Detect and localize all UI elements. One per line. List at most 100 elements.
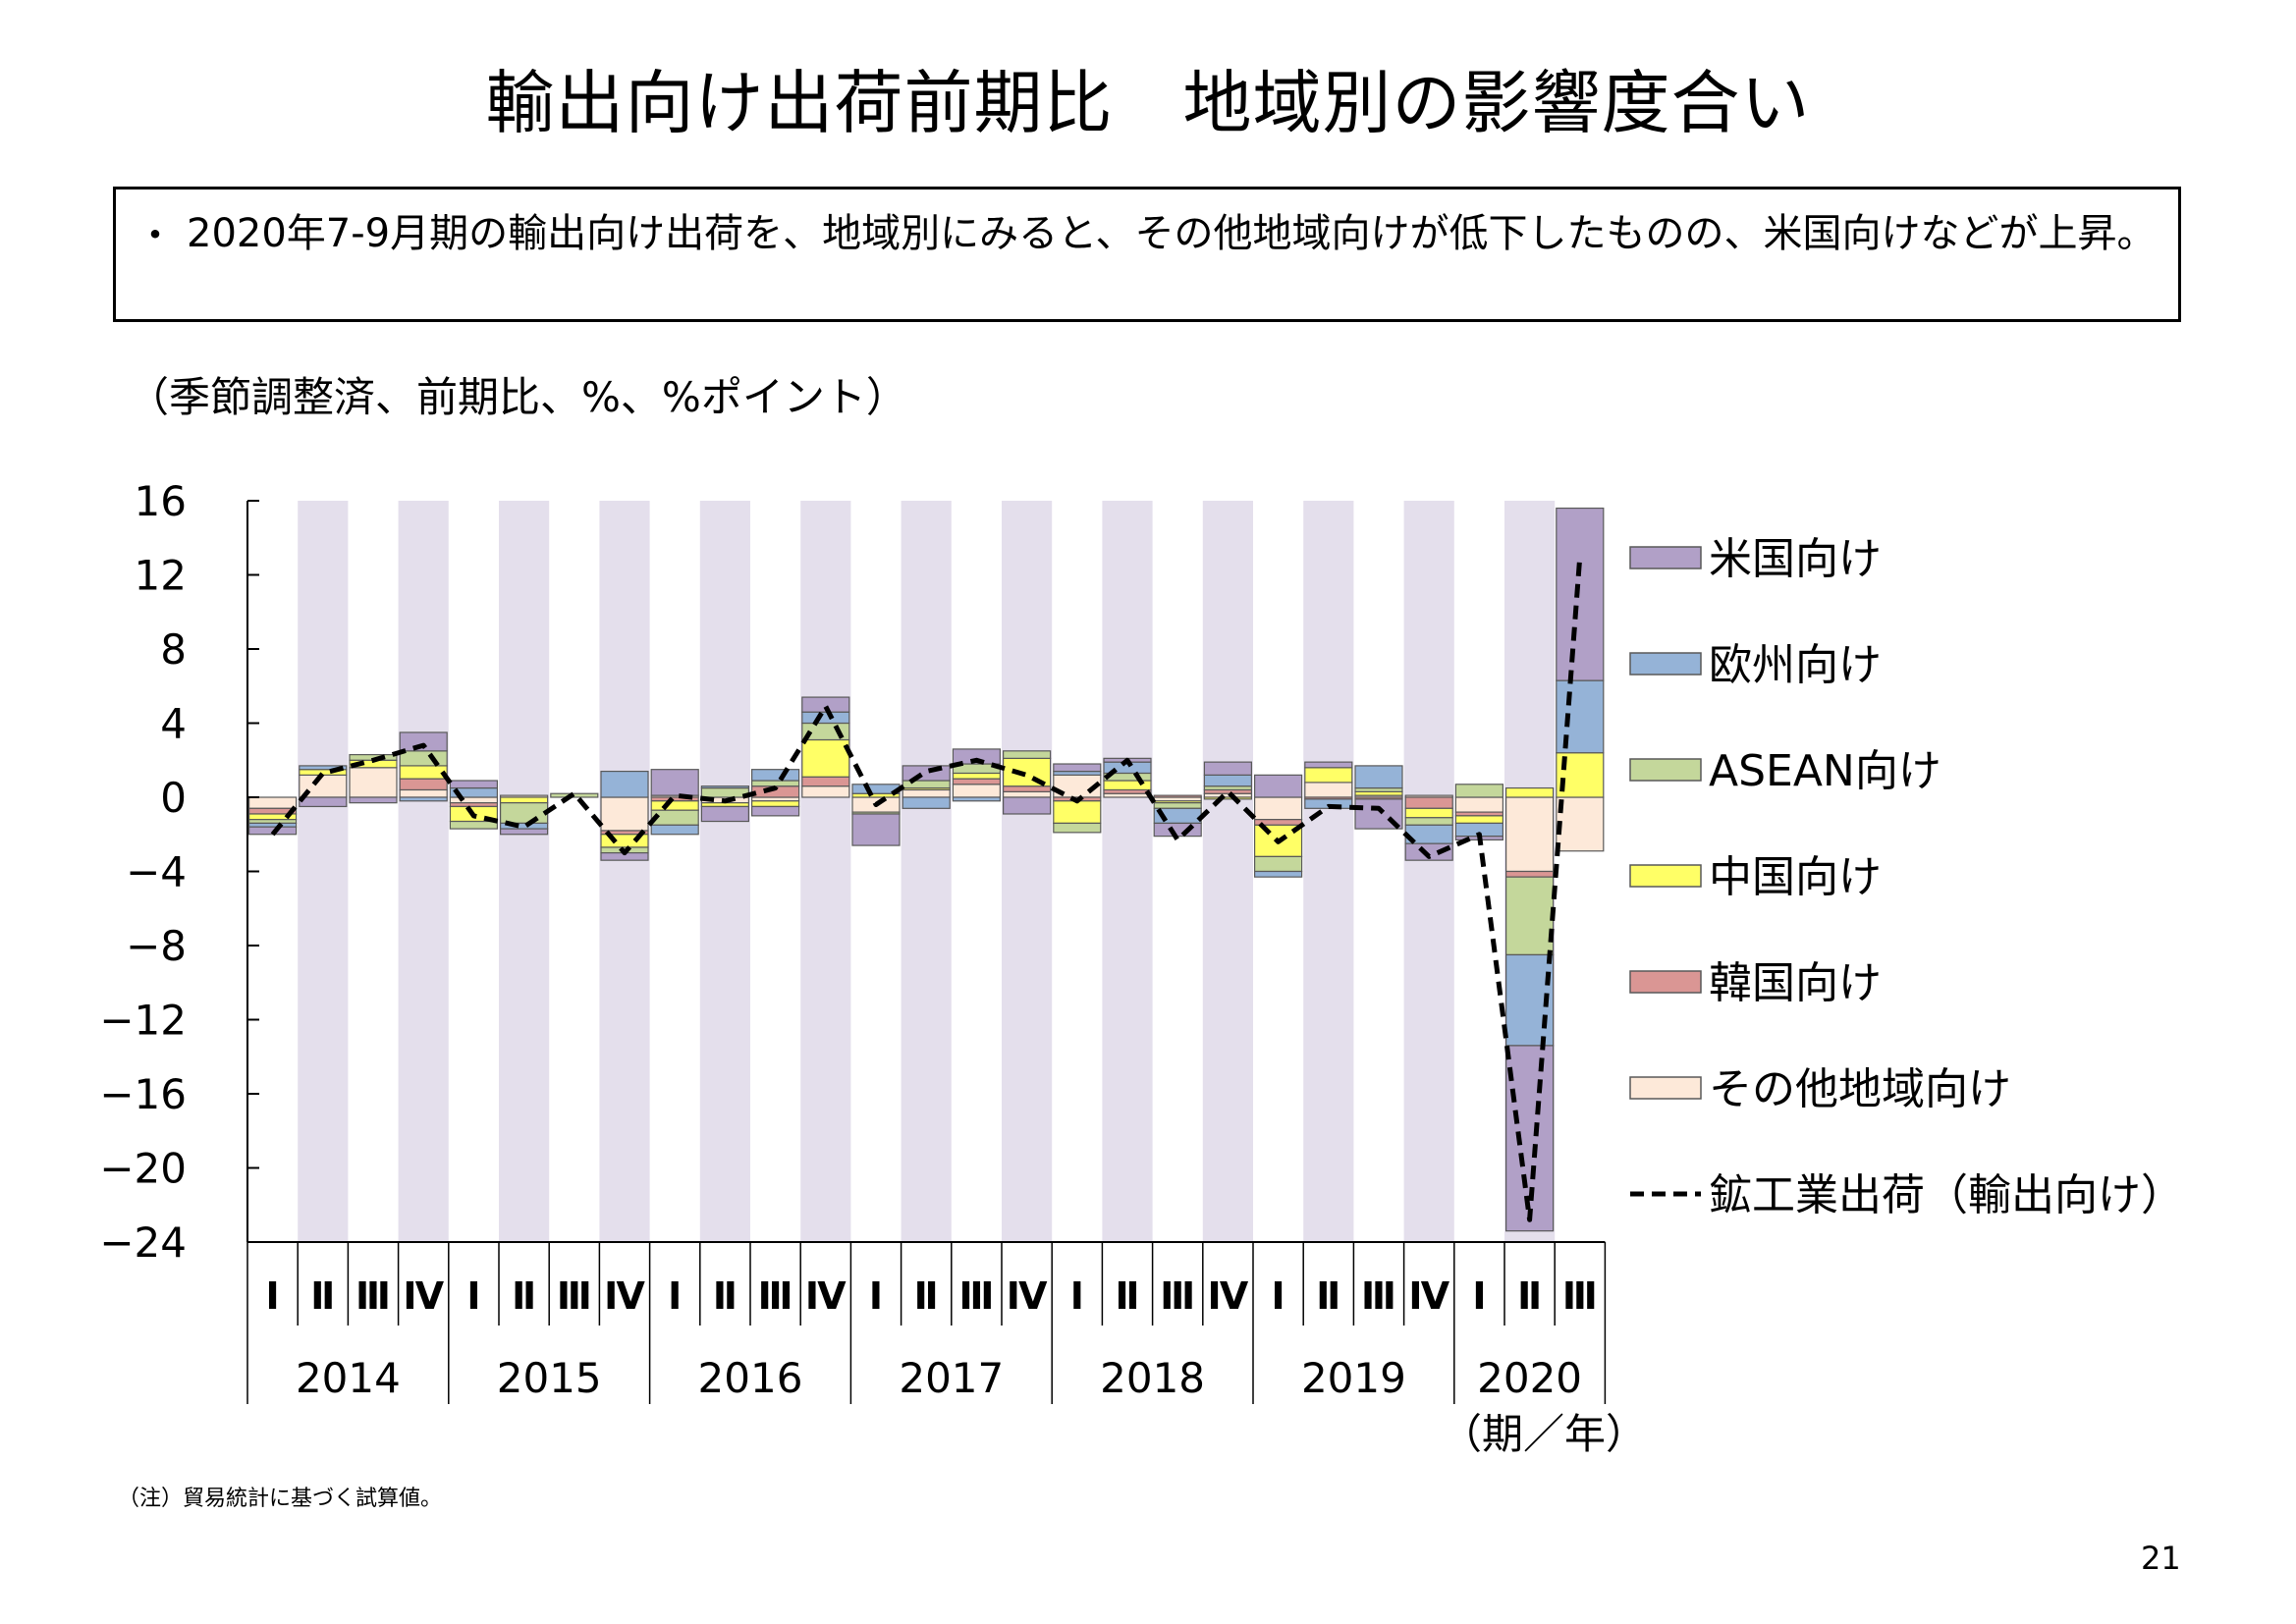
- legend-label: 中国向け: [1709, 852, 1882, 902]
- bar-segment-2: [952, 772, 1002, 780]
- bar-segment-3: [399, 750, 448, 767]
- bar-segment-2: [1304, 767, 1353, 784]
- x-quarter-label: Ⅳ: [1408, 1274, 1449, 1318]
- bar-segment-5: [1404, 842, 1453, 861]
- x-quarter-label: Ⅱ: [713, 1274, 738, 1318]
- y-tick-label: 0: [160, 774, 187, 822]
- bar-segment-0: [449, 796, 498, 804]
- legend-swatch: [1629, 546, 1702, 569]
- legend-label: 欧州向け: [1709, 640, 1882, 690]
- shade-band: [1102, 501, 1153, 1242]
- bar-segment-3: [1002, 750, 1052, 759]
- bar-segment-3: [1153, 802, 1202, 809]
- summary-text: 2020年7-9月期の輸出向け出荷を、地域別にみると、その他地域向けが低下したも…: [187, 211, 2157, 256]
- y-tick-label: 8: [160, 625, 187, 674]
- x-quarter-label: Ⅲ: [557, 1274, 592, 1318]
- bar-segment-3: [500, 802, 549, 825]
- x-year-label: 2020: [1477, 1354, 1582, 1402]
- bar-segment-4: [1203, 774, 1253, 787]
- x-quarter-label: Ⅲ: [958, 1274, 994, 1318]
- y-tick-label: −4: [126, 848, 187, 896]
- bar-segment-5: [1002, 796, 1052, 815]
- x-quarter-label: Ⅲ: [1562, 1274, 1598, 1318]
- slide-title: 輸出向け出荷前期比 地域別の影響度合い: [485, 63, 1811, 143]
- x-quarter-label: Ⅰ: [1272, 1274, 1285, 1318]
- x-year-label: 2019: [1301, 1354, 1406, 1402]
- x-quarter-label: Ⅳ: [604, 1274, 645, 1318]
- summary-bullet: ・: [136, 213, 175, 258]
- y-tick-label: −12: [99, 997, 187, 1045]
- bar-segment-5: [650, 769, 699, 796]
- shade-band: [1002, 501, 1053, 1242]
- shade-band: [800, 501, 851, 1242]
- bar-segment-4: [399, 796, 448, 802]
- shade-band: [398, 501, 449, 1242]
- y-tick-label: −8: [126, 922, 187, 970]
- y-tick-label: −24: [99, 1218, 187, 1267]
- bar-segment-0: [952, 784, 1002, 798]
- shade-band: [1303, 501, 1354, 1242]
- x-quarter-label: Ⅲ: [355, 1274, 391, 1318]
- bar-segment-4: [801, 711, 850, 725]
- bar-segment-2: [1504, 786, 1555, 798]
- x-quarter-label: Ⅰ: [466, 1274, 480, 1318]
- bar-segment-1: [1002, 785, 1052, 792]
- legend-label: ASEAN向け: [1709, 746, 1941, 796]
- shade-band: [298, 501, 349, 1242]
- bar-segment-0: [349, 767, 398, 798]
- legend-label: 鉱工業出荷（輸出向け）: [1709, 1170, 2184, 1220]
- bar-segment-1: [1153, 794, 1202, 798]
- bar-segment-5: [299, 796, 348, 808]
- bar-segment-3: [1404, 817, 1453, 826]
- x-quarter-label: Ⅱ: [914, 1274, 939, 1318]
- bar-segment-5: [1556, 507, 1605, 681]
- bar-segment-4: [700, 785, 750, 789]
- legend-label: 韓国向け: [1709, 958, 1882, 1008]
- legend-swatch: [1629, 652, 1702, 676]
- bar-segment-5: [1203, 761, 1253, 776]
- legend-swatch: [1629, 864, 1702, 888]
- x-year-label: 2014: [296, 1354, 401, 1402]
- x-year-label: 2015: [497, 1354, 602, 1402]
- bar-segment-0: [1253, 796, 1303, 821]
- bar-segment-0: [1556, 796, 1605, 852]
- line-series-path: [270, 556, 1583, 1222]
- bar-segment-5: [1253, 774, 1303, 798]
- shade-band: [901, 501, 952, 1242]
- bar-segment-3: [1253, 855, 1303, 873]
- x-quarter-label: Ⅲ: [1160, 1274, 1195, 1318]
- bar-segment-1: [801, 776, 850, 787]
- x-quarter-label: Ⅳ: [403, 1274, 444, 1318]
- x-quarter-label: Ⅱ: [512, 1274, 536, 1318]
- x-quarter-label: Ⅰ: [1070, 1274, 1084, 1318]
- bar-segment-3: [1504, 876, 1555, 956]
- bar-segment-5: [1153, 822, 1202, 838]
- bar-segment-0: [399, 788, 448, 798]
- bar-segment-0: [1304, 782, 1353, 798]
- bar-segment-2: [1454, 815, 1504, 825]
- legend-label: 米国向け: [1709, 534, 1882, 584]
- x-quarter-label: Ⅳ: [1007, 1274, 1048, 1318]
- legend-label: その他地域向け: [1709, 1064, 2011, 1114]
- shipments-line: [270, 556, 1583, 1222]
- bar-segment-3: [902, 780, 951, 789]
- x-quarter-label: Ⅱ: [1115, 1274, 1139, 1318]
- bar-segment-3: [1454, 784, 1504, 798]
- x-axis-period-label: （期／年）: [1441, 1410, 1647, 1458]
- bar-segment-5: [399, 731, 448, 752]
- bar-segment-1: [1404, 796, 1453, 809]
- bar-segment-0: [1002, 790, 1052, 798]
- bar-segment-1: [1504, 870, 1555, 878]
- bar-segment-0: [600, 796, 649, 832]
- bar-segment-4: [600, 770, 649, 798]
- bar-segment-4: [1253, 870, 1303, 878]
- bar-segment-4: [1354, 765, 1403, 789]
- bar-segment-2: [1203, 796, 1253, 800]
- legend-swatch: [1629, 758, 1702, 782]
- shade-band: [699, 501, 750, 1242]
- summary-box: ・ 2020年7-9月期の輸出向け出荷を、地域別にみると、その他地域向けが低下し…: [113, 187, 2181, 322]
- bar-segment-0: [902, 788, 951, 798]
- footnote: （注）貿易統計に基づく試算値。: [118, 1487, 443, 1511]
